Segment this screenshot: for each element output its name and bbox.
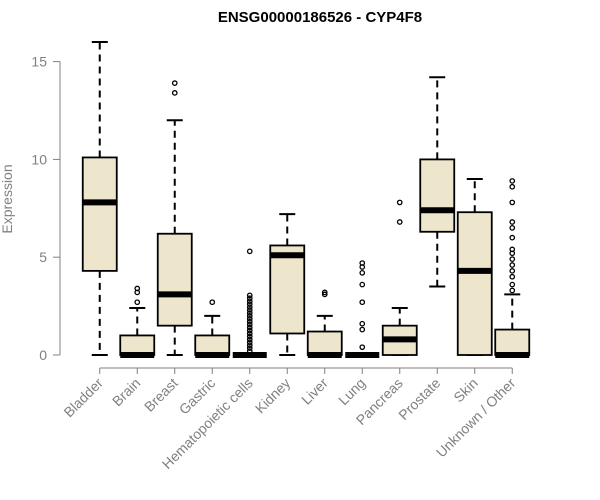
outlier-point (246, 295, 253, 302)
outlier-point (509, 287, 516, 294)
outlier-point (246, 310, 253, 316)
outlier-point (321, 291, 328, 298)
box-prostate (419, 76, 456, 288)
outlier-point (246, 342, 253, 349)
outlier-point (509, 234, 516, 241)
y-tick-label: 5 (39, 249, 47, 265)
box-bladder (81, 41, 118, 356)
outlier-point (246, 292, 253, 299)
outlier-point (396, 199, 403, 206)
box-skin (456, 177, 493, 356)
outlier-point (509, 225, 516, 231)
x-tick-label: Liver (298, 375, 331, 408)
outlier-point (359, 299, 366, 306)
outlier-point (509, 281, 516, 288)
outlier-point (171, 90, 178, 96)
outlier-point (509, 219, 516, 225)
outlier-point (509, 273, 516, 280)
y-axis-label: Expression (0, 164, 15, 233)
outlier-point (246, 298, 253, 305)
box-pancreas (381, 199, 418, 356)
y-axis: 0 5 10 15 (31, 54, 61, 363)
outlier-point (359, 281, 366, 288)
outlier-point (246, 348, 253, 354)
x-tick-label: Kidney (252, 375, 294, 417)
outlier-point (509, 199, 516, 206)
outlier-point (171, 80, 178, 86)
outlier-point (134, 299, 141, 306)
y-tick-label: 15 (31, 54, 47, 70)
chart-title: ENSG00000186526 - CYP4F8 (218, 9, 422, 26)
outlier-point (359, 260, 366, 266)
iqr-box (306, 330, 343, 356)
x-tick-label: Brain (109, 375, 143, 409)
outlier-point (246, 313, 253, 319)
iqr-box (269, 244, 306, 335)
outlier-point (246, 304, 253, 310)
outlier-point (246, 330, 253, 337)
outlier-point (509, 256, 516, 263)
outlier-point (246, 324, 253, 331)
outlier-point (246, 248, 253, 255)
box-lung (345, 260, 380, 358)
outlier-point (246, 333, 253, 340)
x-tick-label: Prostate (395, 375, 443, 423)
outlier-point (509, 246, 516, 253)
box-brain (119, 285, 156, 358)
iqr-box (156, 232, 193, 327)
outlier-point (359, 326, 366, 333)
outlier-point (359, 320, 366, 327)
y-tick-label: 0 (39, 347, 47, 363)
x-tick-label: Breast (141, 375, 181, 415)
outlier-point (246, 336, 253, 343)
iqr-box (456, 211, 493, 356)
outlier-point (246, 307, 253, 313)
x-tick-label: Bladder (60, 375, 106, 421)
outlier-point (359, 269, 366, 276)
box-hematopoietic-cells (232, 248, 267, 358)
box-liver (306, 289, 343, 358)
box-gastric (194, 299, 231, 358)
outlier-point (509, 268, 516, 274)
outlier-point (246, 345, 253, 352)
outlier-point (246, 321, 253, 328)
x-tick-label: Lung (335, 375, 368, 408)
box-unknown-other (494, 178, 531, 358)
outlier-point (509, 262, 516, 268)
outlier-point (246, 339, 253, 346)
outlier-point (396, 219, 403, 225)
iqr-box (419, 158, 456, 233)
outlier-point (359, 344, 366, 351)
boxes-group (81, 41, 531, 358)
outlier-point (509, 178, 516, 184)
iqr-box (81, 156, 118, 272)
outlier-point (246, 318, 253, 325)
iqr-box (494, 328, 531, 356)
x-tick-label: Skin (450, 375, 481, 406)
outlier-point (209, 299, 216, 306)
outlier-point (246, 327, 253, 334)
outlier-point (246, 315, 253, 322)
outlier-point (509, 183, 516, 190)
box-breast (156, 80, 193, 356)
outlier-point (321, 289, 328, 296)
y-tick-label: 10 (31, 151, 47, 167)
outlier-point (246, 301, 253, 307)
outlier-point (134, 285, 141, 292)
box-kidney (269, 213, 306, 356)
